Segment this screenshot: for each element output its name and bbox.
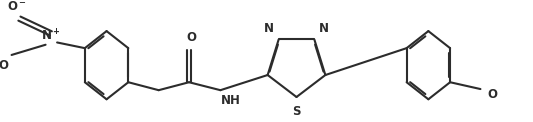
Text: O: O <box>487 88 497 101</box>
Text: S: S <box>292 105 301 118</box>
Text: NH: NH <box>221 94 241 107</box>
Text: $\mathregular{N^+}$: $\mathregular{N^+}$ <box>41 28 61 43</box>
Text: N: N <box>319 22 329 35</box>
Text: N: N <box>264 22 274 35</box>
Text: $\mathregular{O^-}$: $\mathregular{O^-}$ <box>7 0 27 13</box>
Text: O: O <box>0 59 9 72</box>
Text: O: O <box>187 31 197 44</box>
